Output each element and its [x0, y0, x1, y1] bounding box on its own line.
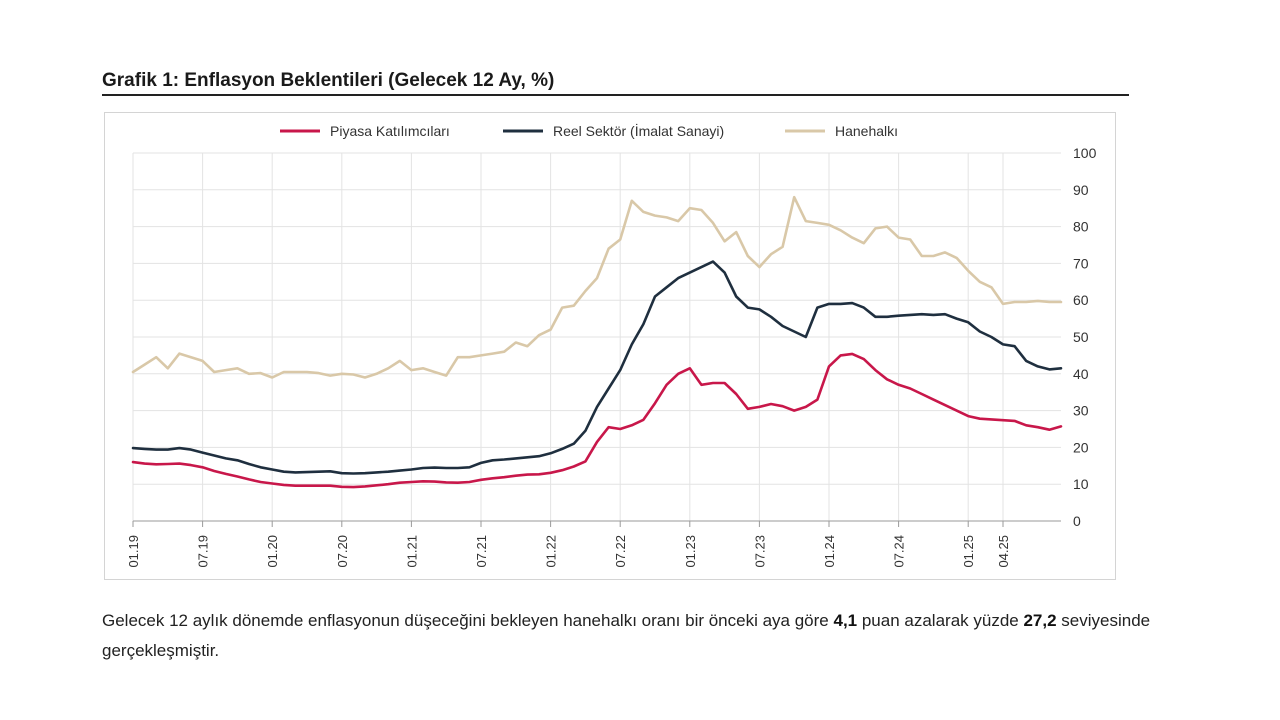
line-chart: 0 10 20 30 40 50 60 70 80 90 100 01.19 07.19 01.20 07.… — [126, 122, 1097, 568]
y-tick-label: 90 — [1073, 182, 1089, 198]
caption-value-2: 27,2 — [1023, 611, 1057, 630]
y-tick-label: 30 — [1073, 403, 1089, 419]
y-tick-label: 10 — [1073, 476, 1089, 492]
chart-caption: Gelecek 12 aylık dönemde enflasyonun düş… — [102, 606, 1212, 666]
legend-label-reel: Reel Sektör (İmalat Sanayi) — [553, 122, 724, 139]
caption-value-1: 4,1 — [833, 611, 858, 630]
series-line-reel — [131, 260, 1063, 475]
series-line-hane — [131, 195, 1063, 379]
x-tick-label: 01.25 — [961, 535, 976, 568]
title-underline — [102, 94, 1129, 96]
x-tick-label: 01.19 — [126, 535, 141, 568]
x-tick-label: 07.24 — [892, 535, 907, 568]
x-tick-label: 04.25 — [996, 535, 1011, 568]
series-line-piyasa — [131, 352, 1063, 489]
chart-frame: 0 10 20 30 40 50 60 70 80 90 100 01.19 07.19 01.20 07.… — [104, 112, 1116, 580]
x-tick-label: 01.20 — [265, 535, 280, 568]
caption-text-2: puan azalarak yüzde — [857, 611, 1024, 630]
y-tick-label: 20 — [1073, 439, 1089, 455]
y-tick-label: 60 — [1073, 292, 1089, 308]
x-tick-label: 07.23 — [752, 535, 767, 568]
x-tick-label: 07.20 — [335, 535, 350, 568]
x-tick-label: 01.23 — [683, 535, 698, 568]
x-tick-label: 07.19 — [196, 535, 211, 568]
legend-label-piyasa: Piyasa Katılımcıları — [330, 123, 450, 139]
x-tick-label: 01.24 — [822, 535, 837, 568]
x-tick-label: 07.21 — [474, 535, 489, 568]
x-tick-label: 07.22 — [613, 535, 628, 568]
y-tick-label: 0 — [1073, 513, 1081, 529]
y-tick-label: 80 — [1073, 219, 1089, 235]
x-tick-label: 01.22 — [544, 535, 559, 568]
legend-label-hane: Hanehalkı — [835, 123, 898, 139]
y-tick-label: 100 — [1073, 145, 1097, 161]
x-tick-label: 01.21 — [404, 535, 419, 568]
y-tick-label: 70 — [1073, 255, 1089, 271]
caption-text-1: Gelecek 12 aylık dönemde enflasyonun düş… — [102, 611, 834, 630]
y-tick-label: 40 — [1073, 366, 1089, 382]
chart-title: Grafik 1: Enflasyon Beklentileri (Gelece… — [102, 70, 555, 91]
caption-text-3: seviyesinde gerçekleşmiştir. — [102, 611, 1151, 660]
y-tick-label: 50 — [1073, 329, 1089, 345]
